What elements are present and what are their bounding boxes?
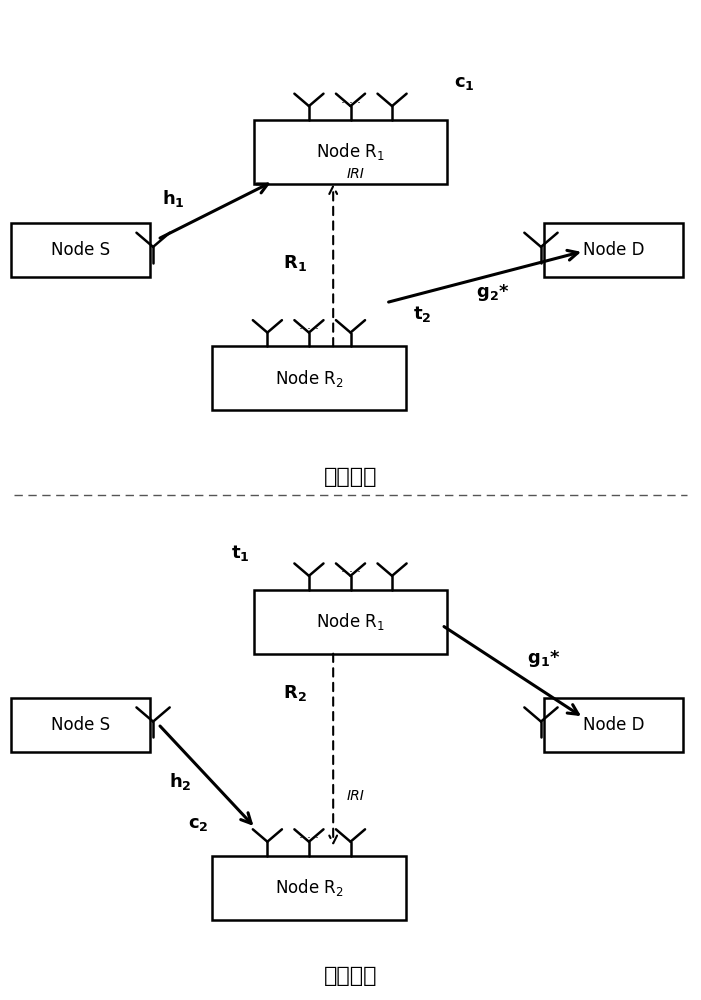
Bar [254,590,447,654]
Text: Node R$_1$: Node R$_1$ [316,141,385,162]
Text: 奇数时隙: 奇数时隙 [324,467,377,487]
Text: Node D: Node D [583,716,644,734]
Text: $\mathbf{R_2}$: $\mathbf{R_2}$ [283,683,307,703]
Text: Node R$_2$: Node R$_2$ [275,877,343,898]
Bar [254,120,447,184]
Text: . . .: . . . [341,562,360,575]
Text: . . .: . . . [299,319,319,332]
FancyArrowPatch shape [160,184,268,238]
FancyArrowPatch shape [388,250,578,302]
FancyArrowPatch shape [444,627,578,714]
Bar [212,346,406,410]
FancyArrowPatch shape [329,186,337,346]
Text: Node R$_2$: Node R$_2$ [275,368,343,389]
Text: $\mathbf{t_1}$: $\mathbf{t_1}$ [231,543,250,563]
Text: IRI: IRI [347,789,365,803]
Text: 偶数时隙: 偶数时隙 [324,966,377,986]
Text: $\mathbf{g_1}$*: $\mathbf{g_1}$* [527,648,561,669]
Text: $\mathbf{t_2}$: $\mathbf{t_2}$ [413,304,431,324]
Text: $\mathbf{h_2}$: $\mathbf{h_2}$ [170,771,192,792]
Text: $\mathbf{h_1}$: $\mathbf{h_1}$ [163,188,185,209]
Bar [545,698,683,752]
Bar [11,223,149,277]
Bar [11,698,149,752]
Text: . . .: . . . [341,93,360,106]
Text: IRI: IRI [347,167,365,181]
Text: Node S: Node S [50,241,110,259]
Text: Node S: Node S [50,716,110,734]
FancyArrowPatch shape [329,654,337,843]
Text: $\mathbf{c_1}$: $\mathbf{c_1}$ [454,74,475,92]
Text: Node D: Node D [583,241,644,259]
Text: $\mathbf{R_1}$: $\mathbf{R_1}$ [283,253,307,273]
Text: . . .: . . . [299,828,319,841]
Bar [545,223,683,277]
Text: $\mathbf{g_2}$*: $\mathbf{g_2}$* [476,282,509,303]
FancyArrowPatch shape [160,726,251,823]
Text: $\mathbf{c_2}$: $\mathbf{c_2}$ [188,815,208,833]
Text: Node R$_1$: Node R$_1$ [316,611,385,632]
Bar [212,856,406,920]
